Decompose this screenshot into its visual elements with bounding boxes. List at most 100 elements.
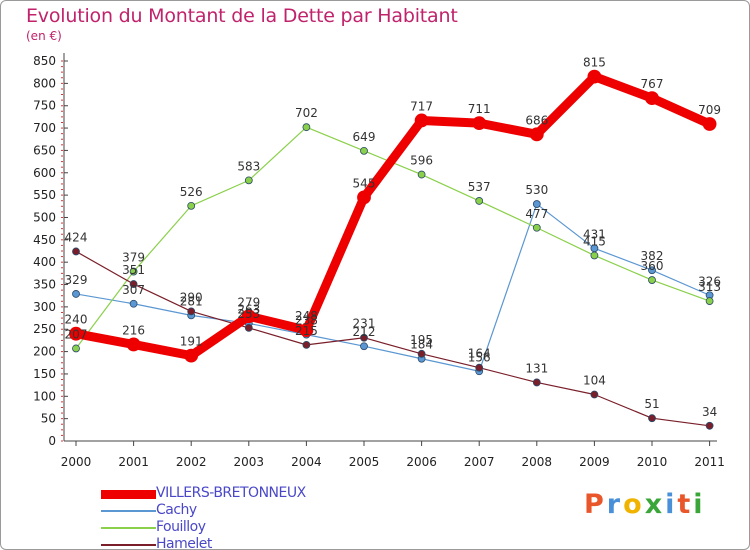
x-tick-label: 2004 (291, 455, 322, 469)
x-tick-label: 2006 (406, 455, 437, 469)
data-label: 767 (641, 77, 664, 91)
data-point (241, 309, 256, 324)
x-tick-label: 2005 (349, 455, 380, 469)
legend-label: Cachy (156, 502, 197, 518)
data-point (645, 91, 659, 106)
data-point (360, 146, 368, 155)
data-point (475, 197, 484, 205)
legend-swatch (101, 544, 156, 546)
data-label: 34 (702, 405, 717, 419)
data-label: 231 (353, 317, 376, 331)
data-label: 545 (353, 176, 376, 190)
data-label: 212 (353, 325, 376, 339)
x-tick-label: 2000 (61, 455, 92, 469)
y-tick-label: 350 (33, 278, 56, 292)
data-label: 649 (353, 130, 376, 144)
data-point (475, 363, 484, 372)
data-point (705, 421, 714, 430)
data-label: 415 (583, 234, 606, 248)
data-label: 216 (122, 323, 145, 337)
data-point (648, 276, 656, 284)
data-point (302, 340, 311, 349)
data-point (184, 348, 199, 363)
data-point (126, 337, 141, 352)
data-point (299, 323, 314, 338)
logo-letter: r (606, 489, 624, 520)
x-tick-label: 2007 (464, 455, 495, 469)
legend-label: Hamelet (156, 536, 212, 550)
legend-swatch (101, 527, 156, 529)
legend-swatch (101, 510, 156, 512)
data-label: 104 (583, 374, 606, 388)
data-label: 709 (698, 103, 721, 117)
data-label: 207 (65, 327, 88, 341)
y-tick-label: 550 (33, 188, 56, 202)
data-point (72, 344, 80, 353)
y-tick-label: 650 (33, 143, 56, 157)
data-label: 424 (65, 230, 88, 244)
data-label: 248 (295, 309, 318, 323)
data-point (532, 200, 541, 208)
data-label: 51 (644, 397, 659, 411)
data-label: 537 (468, 180, 491, 194)
data-point (69, 326, 83, 341)
y-tick-label: 600 (33, 166, 56, 180)
data-point (532, 378, 541, 387)
data-point (187, 307, 196, 316)
data-label: 313 (698, 280, 721, 294)
y-tick-label: 850 (33, 54, 56, 68)
data-point (72, 290, 80, 298)
logo-letter: P (584, 489, 607, 520)
logo-letter: o (623, 489, 645, 520)
y-tick-label: 50 (41, 412, 56, 426)
proxiti-logo: Proxiti (584, 489, 706, 520)
chart-title: Evolution du Montant de la Dette par Hab… (26, 5, 458, 27)
data-label: 281 (180, 294, 203, 308)
data-label: 526 (180, 185, 203, 199)
data-point (302, 123, 311, 132)
data-label: 711 (468, 102, 491, 116)
data-point (187, 201, 196, 210)
y-tick-label: 0 (48, 434, 56, 448)
data-label: 351 (122, 263, 145, 277)
data-label: 290 (180, 290, 203, 304)
data-label: 131 (525, 361, 548, 375)
data-point (244, 176, 253, 185)
logo-letter: t (677, 489, 694, 520)
logo-letter: i (665, 489, 678, 520)
y-tick-label: 250 (33, 322, 56, 336)
logo-letter: i (693, 489, 706, 520)
data-label: 215 (295, 324, 318, 338)
data-label: 583 (237, 159, 260, 173)
data-label: 263 (237, 302, 260, 316)
x-tick-label: 2008 (522, 455, 553, 469)
data-point (129, 280, 138, 288)
x-tick-label: 2002 (176, 455, 207, 469)
x-tick-label: 2011 (694, 455, 725, 469)
data-point (702, 117, 717, 131)
y-tick-label: 750 (33, 99, 56, 113)
series-line-hamelet (75, 250, 711, 427)
data-label: 240 (65, 313, 88, 327)
y-tick-label: 300 (33, 300, 56, 314)
data-label: 815 (583, 56, 606, 70)
data-point (417, 170, 426, 179)
data-label: 477 (525, 207, 548, 221)
series-line-cachy (75, 203, 711, 372)
legend-swatch (101, 489, 156, 499)
y-tick-label: 800 (33, 76, 56, 90)
data-point (72, 247, 80, 256)
data-point (244, 323, 253, 332)
data-point (705, 297, 714, 305)
data-label: 530 (525, 183, 548, 197)
legend-label: Fouilloy (156, 519, 206, 535)
data-point (414, 113, 429, 128)
data-label: 184 (410, 338, 433, 352)
data-label: 686 (525, 113, 548, 127)
data-label: 156 (468, 350, 491, 364)
data-point (129, 267, 138, 276)
y-tick-label: 500 (33, 210, 56, 224)
data-label: 307 (122, 283, 145, 297)
chart-subtitle: (en €) (26, 29, 62, 43)
